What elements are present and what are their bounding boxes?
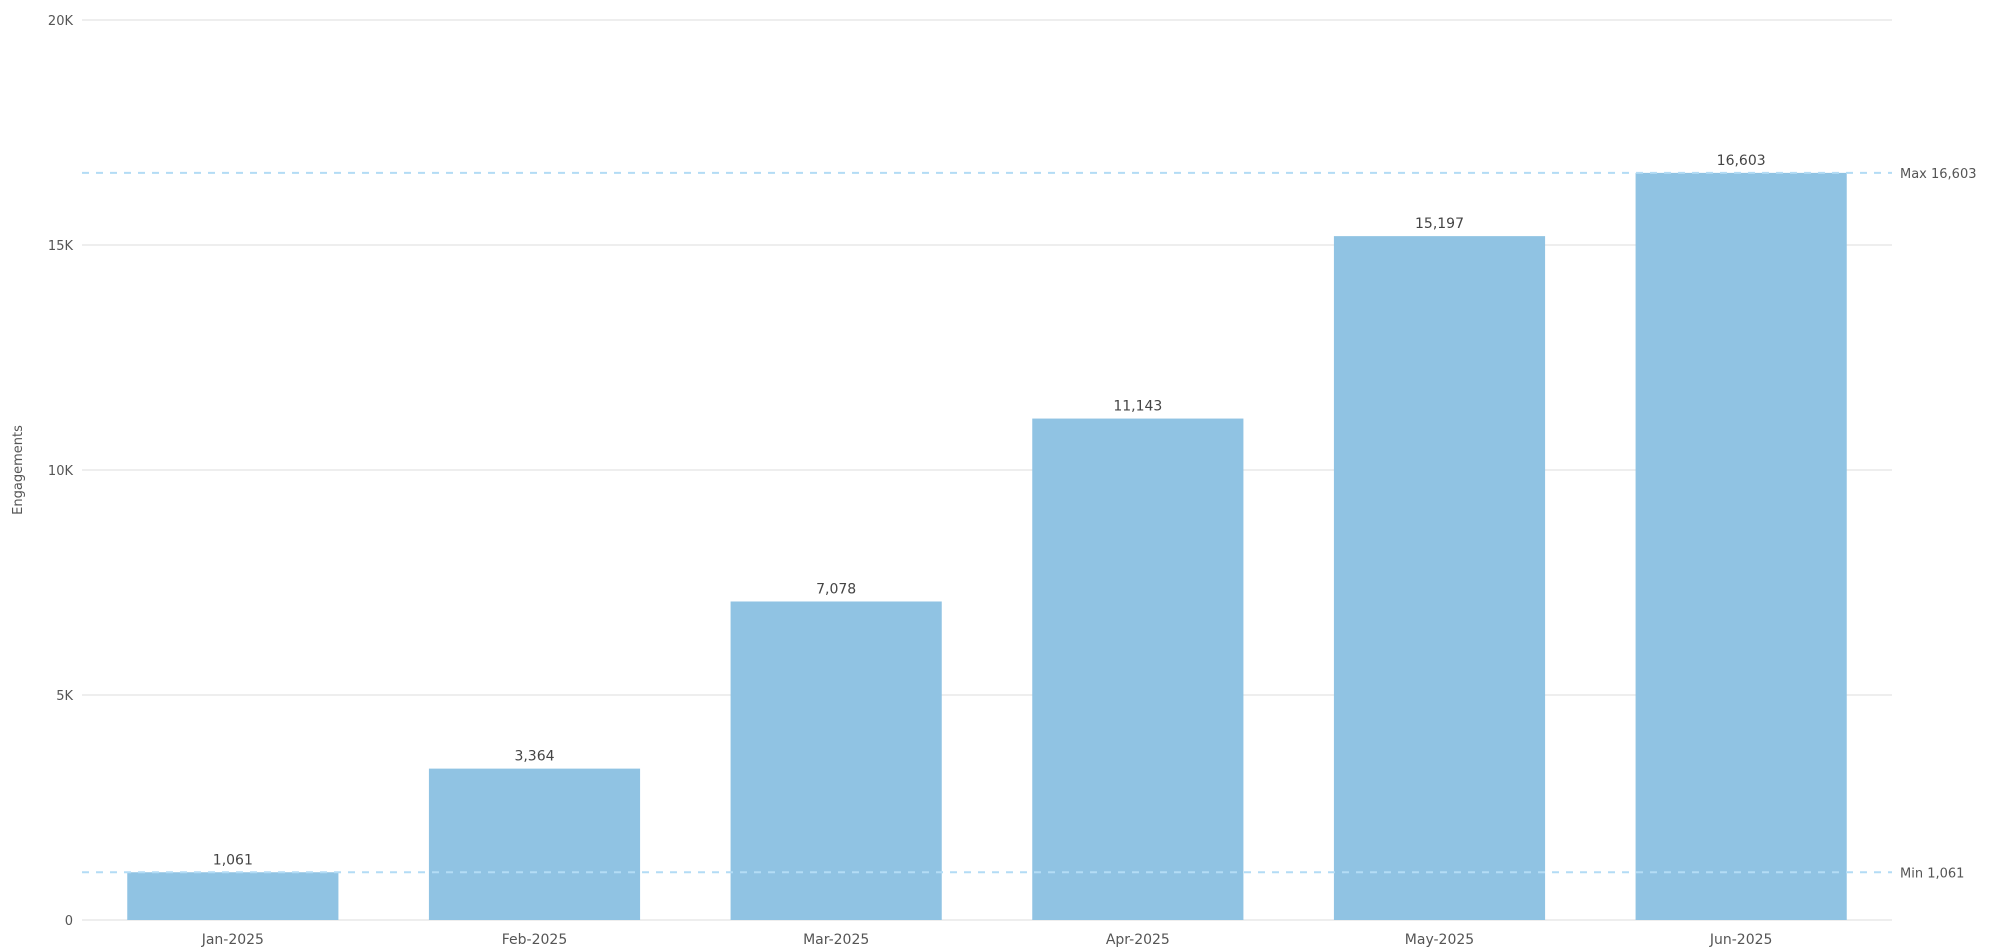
bar[interactable] (1333, 236, 1546, 920)
bars (127, 172, 1847, 921)
x-tick-label: Mar-2025 (803, 932, 869, 948)
x-tick-label: May-2025 (1405, 932, 1474, 948)
bar-value-label: 3,364 (514, 749, 554, 765)
y-tick-label: 0 (65, 914, 73, 929)
bar-value-label: 11,143 (1113, 399, 1162, 415)
bar-value-label: 16,603 (1717, 153, 1766, 169)
bar-value-label: 1,061 (213, 852, 253, 868)
bar[interactable] (730, 601, 942, 920)
bar[interactable] (1635, 172, 1847, 921)
y-tick-label: 15K (48, 239, 74, 254)
x-tick-label: Jun-2025 (1709, 932, 1773, 948)
reference-line-label: Min 1,061 (1900, 866, 1964, 881)
x-tick-label: Feb-2025 (502, 932, 567, 948)
bar[interactable] (428, 768, 641, 920)
labels: 0 5K 10K 15K 20K 1,061 Jan-2025 3,364 Feb-2025 7,… (48, 14, 1977, 948)
x-tick-label: Apr-2025 (1106, 932, 1170, 948)
reference-line-label: Max 16,603 (1900, 167, 1977, 182)
y-tick-label: 10K (48, 464, 74, 479)
gridlines (82, 19, 1892, 921)
y-tick-label: 5K (56, 689, 73, 704)
bar[interactable] (1032, 418, 1244, 920)
x-tick-label: Jan-2025 (201, 932, 264, 948)
y-axis-label: Engagements (11, 425, 26, 515)
bar[interactable] (127, 872, 339, 920)
bar-value-label: 7,078 (816, 581, 856, 597)
reference-lines (82, 171, 1892, 874)
bar-value-label: 15,197 (1415, 216, 1464, 232)
y-tick-label: 20K (48, 14, 74, 29)
